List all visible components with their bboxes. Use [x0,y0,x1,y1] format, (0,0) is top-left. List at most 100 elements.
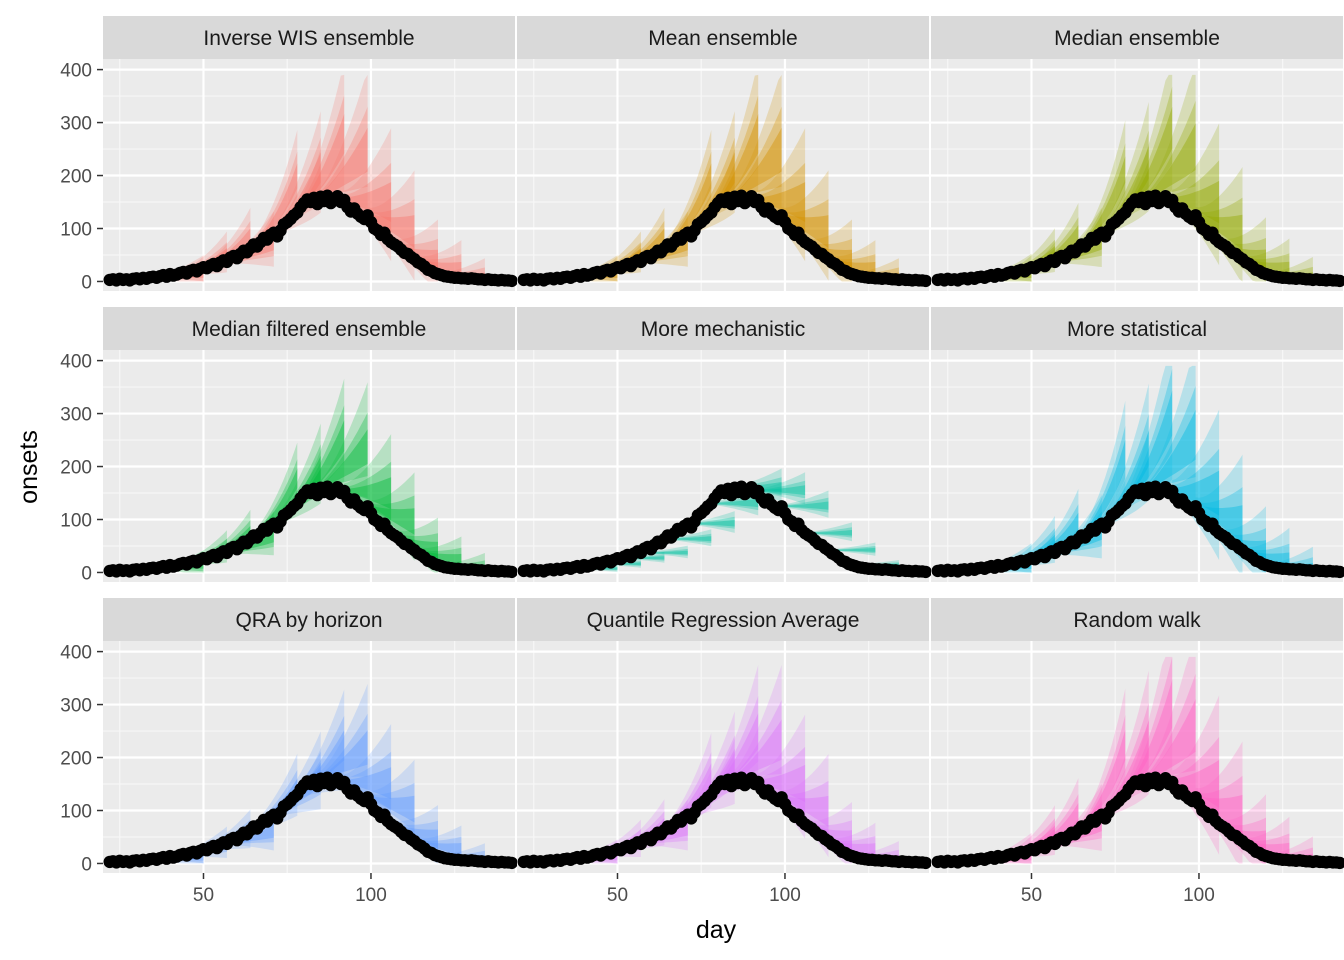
forecast-interval-band [1078,156,1126,250]
forecast-interval-band [367,782,415,832]
observed-point [1333,274,1344,288]
y-tick-label: 300 [60,405,92,426]
forecast-interval-band [1172,448,1220,532]
forecast-interval-band [344,767,392,800]
forecast-interval-band [664,533,712,543]
x-tick-label: 100 [355,885,387,906]
forecast-interval-band [1242,816,1290,864]
x-tick-label: 50 [1021,885,1042,906]
forecast-interval-band [734,74,782,215]
forecast-interval-band [367,795,415,823]
forecast-interval-band [226,818,274,845]
y-axis-title: onsets [15,430,43,504]
forecast-interval-band [226,225,274,264]
forecast-interval-band [781,497,829,513]
forecast-interval-band [1125,365,1173,511]
observed-points [931,189,1344,288]
forecast-interval-band [273,731,321,819]
forecast-interval-band [1031,512,1079,559]
forecast-interval-band [640,548,688,556]
x-tick-label: 50 [607,885,628,906]
facet-strip [103,16,515,59]
y-tick-label: 0 [81,563,92,584]
x-tick-label: 100 [769,885,801,906]
forecast-interval-band [1148,656,1196,804]
observed-point [919,856,932,870]
forecast-interval-band [828,546,876,554]
x-tick-label: 100 [1183,885,1215,906]
forecast-interval-band [734,664,782,800]
forecast-interval-band [758,485,806,495]
forecast-interval-band [1125,74,1173,219]
forecast-interval-band [344,182,392,222]
facet-strip-label: Random walk [1073,609,1201,632]
forecast-interval-band [687,516,735,529]
forecast-interval-band [758,746,806,816]
forecast-interval-band [734,106,782,201]
forecast-interval-band [1172,160,1220,239]
x-tick-label: 50 [193,885,214,906]
forecast-interval-band [1148,673,1196,784]
forecast-interval-band [273,751,321,817]
forecast-interval-band [1172,760,1220,808]
forecast-interval-band [367,212,415,249]
forecast-interval-band [828,547,876,552]
forecast-interval-band [1054,223,1102,264]
y-tick-label: 100 [60,219,92,240]
observed-points [931,771,1344,870]
forecast-interval-band [320,382,368,498]
facet-panel: Random walk 50 100 [931,598,1344,906]
forecast-interval-band [1054,511,1102,555]
forecast-interval-band [1195,503,1243,543]
forecast-interval-band [687,711,735,819]
forecast-interval-band [758,472,806,505]
forecast-interval-band [344,724,392,831]
facet-strip [931,598,1343,641]
facet-strip-label: QRA by horizon [235,609,382,632]
facet-panels: Inverse WIS ensemble 0 100 200 300 400 Mean en… [60,16,1344,906]
forecast-interval-band [1054,801,1102,846]
forecast-interval-band [664,163,712,250]
facet-strip [517,16,929,59]
facet-strip [517,307,929,350]
forecast-interval-band [758,480,806,499]
forecast-interval-band [320,74,368,215]
y-tick-label: 100 [60,801,92,822]
facet-strip-label: Quantile Regression Average [587,609,860,632]
observed-points [103,189,518,288]
forecast-interval-band [1125,656,1173,802]
forecast-interval-band [1148,385,1196,493]
forecast-interval-band [297,74,345,219]
forecast-interval-band [367,495,415,545]
observed-points [517,480,932,579]
observed-point [505,856,518,870]
forecast-interval-band [226,522,274,554]
forecast-interval-band [687,511,735,533]
forecast-interval-band [344,477,392,510]
y-tick-label: 200 [60,749,92,770]
forecast-interval-band [664,536,712,542]
observed-points [103,480,518,579]
forecast-interval-band [1195,212,1243,250]
y-tick-label: 300 [60,696,92,717]
observed-points [931,480,1344,579]
facet-strip-label: Median ensemble [1054,27,1220,50]
observed-points [517,771,932,870]
facet-strip-label: More statistical [1067,318,1207,341]
forecast-interval-band [344,461,392,521]
facet-panel: Median ensemble [931,16,1344,291]
facet-strip-label: Mean ensemble [648,27,797,50]
forecast-interval-band [640,550,688,555]
forecast-interval-band [273,423,321,528]
forecast-interval-band [1242,527,1290,573]
observed-point [505,274,518,288]
forecast-interval-band [250,163,298,250]
facet-strip-label: More mechanistic [641,318,806,341]
y-tick-label: 400 [60,352,92,373]
y-tick-label: 200 [60,167,92,188]
forecast-interval-band [781,490,829,518]
facet-panel: More mechanistic [517,307,932,582]
forecast-interval-band [711,74,759,219]
forecast-interval-band [250,459,298,541]
forecast-interval-band [711,498,759,508]
